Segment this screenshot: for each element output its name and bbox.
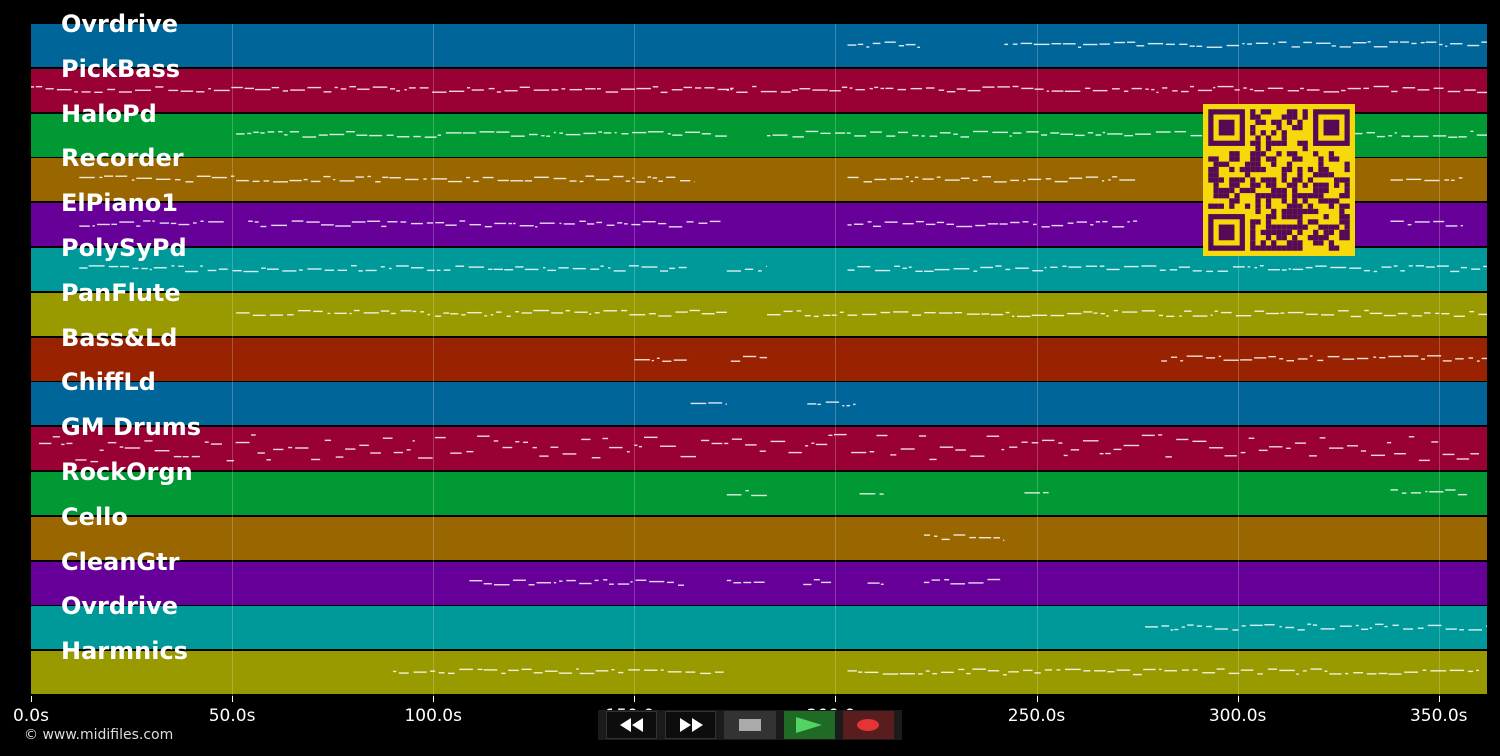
- tick-mark: [634, 696, 636, 702]
- tick-mark: [1237, 696, 1239, 702]
- gridline: [835, 24, 837, 696]
- track-name: Ovrdrive: [61, 10, 179, 38]
- gridline: [433, 24, 435, 696]
- fast-forward-button[interactable]: [665, 711, 717, 739]
- track-lane[interactable]: [31, 337, 1487, 381]
- track-name: GM Drums: [61, 413, 202, 442]
- track-name: Ovrdrive: [61, 592, 179, 621]
- rewind-icon: [619, 718, 643, 732]
- stop-button[interactable]: [724, 711, 776, 739]
- track-name: ElPiano1: [61, 189, 178, 218]
- fast-forward-icon: [679, 718, 703, 732]
- tick-label: 100.0s: [404, 706, 462, 726]
- track-name: CleanGtr: [61, 547, 180, 576]
- gridline: [1438, 24, 1440, 696]
- tick-mark: [433, 696, 435, 702]
- gridline: [634, 24, 636, 696]
- track-lane[interactable]: [31, 516, 1487, 560]
- stop-icon: [739, 719, 762, 731]
- tick-label: 350.0s: [1409, 706, 1468, 726]
- gridline: [232, 24, 234, 696]
- copyright-text: © www.midifiles.com: [24, 727, 174, 743]
- track-lane[interactable]: [31, 292, 1487, 336]
- track-name: ChiffLd: [61, 368, 156, 397]
- tick-mark: [1036, 696, 1038, 702]
- track-lane[interactable]: [31, 24, 1487, 67]
- gridline: [1036, 24, 1038, 696]
- record-button[interactable]: [842, 711, 894, 739]
- track-name: Harmnics: [61, 637, 188, 666]
- rewind-button[interactable]: [606, 711, 658, 739]
- tick-label: 50.0s: [208, 706, 256, 726]
- track-name: HaloPd: [61, 99, 157, 128]
- tick-mark: [31, 696, 32, 702]
- track-name: Bass&Ld: [61, 323, 178, 352]
- track-lane[interactable]: [31, 651, 1487, 695]
- track-lane[interactable]: [31, 382, 1487, 426]
- play-icon: [796, 717, 823, 733]
- tick-label: 250.0s: [1007, 706, 1066, 726]
- track-lane[interactable]: [31, 472, 1487, 515]
- play-button[interactable]: [783, 711, 835, 739]
- record-icon: [857, 719, 880, 731]
- transport-controls: [598, 710, 902, 740]
- track-name: PolySyPd: [61, 234, 187, 262]
- track-name: RockOrgn: [61, 458, 193, 486]
- track-name: Recorder: [61, 144, 184, 173]
- tick-label: 0.0s: [13, 706, 49, 726]
- tick-label: 300.0s: [1208, 706, 1267, 726]
- track-lane[interactable]: [31, 561, 1487, 605]
- track-name: Cello: [61, 502, 128, 531]
- track-lane[interactable]: [31, 427, 1487, 471]
- tick-mark: [835, 696, 837, 702]
- track-name: PanFlute: [61, 278, 181, 307]
- track-name: PickBass: [61, 54, 181, 83]
- tick-mark: [1438, 696, 1440, 702]
- tick-mark: [232, 696, 234, 702]
- qr-code[interactable]: [1203, 104, 1355, 256]
- track-lane[interactable]: [31, 606, 1487, 650]
